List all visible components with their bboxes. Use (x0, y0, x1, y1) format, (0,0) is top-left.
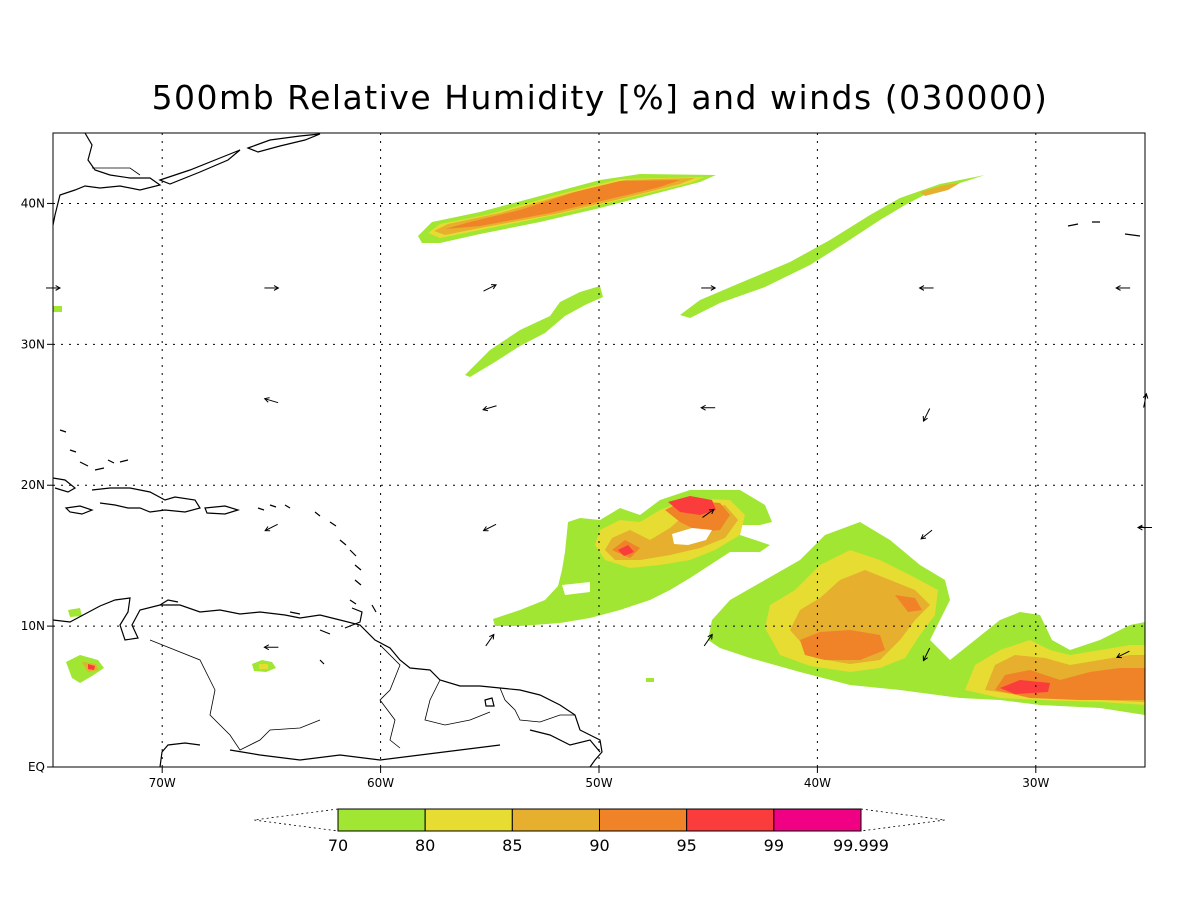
colorbar-level-label: 80 (415, 836, 435, 855)
humidity-region-east-85 (790, 570, 1145, 702)
coastline-brazil-north (229, 729, 601, 761)
wind-arrow (1115, 650, 1130, 659)
wind-arrow (1142, 392, 1149, 408)
wind-arrow (1136, 524, 1152, 531)
colorbar-swatch (511, 808, 600, 832)
coastline-newfoundland (246, 133, 321, 153)
wind-arrow (482, 405, 497, 412)
wind-arrow (263, 644, 279, 651)
colorbar: 70 80 85 90 95 99 99.999 (253, 808, 946, 855)
colorbar-right-extension (860, 808, 946, 832)
humidity-region-ne-band-80 (920, 183, 960, 196)
humidity-region-west-spot (66, 655, 104, 683)
coastline-nova-scotia (158, 149, 241, 185)
colorbar-level-label: 90 (589, 836, 609, 855)
colorbar-level-label: 95 (676, 836, 696, 855)
humidity-region-east-90 (800, 595, 1145, 700)
coastline-puerto-rico (204, 505, 241, 515)
grid-lines (53, 133, 1145, 767)
coastline-cape-verde (1067, 221, 1141, 237)
humidity-region-central-gap (562, 528, 712, 595)
border-suriname-guiana (499, 687, 575, 723)
x-axis-tick-labels: 70W 60W 50W 40W 30W (149, 767, 1049, 790)
colorbar-swatch (424, 808, 513, 832)
coastline-caribbean-islands-small (159, 599, 363, 635)
wind-arrow (485, 633, 495, 647)
humidity-region-32n (465, 286, 603, 377)
coastline-jamaica (64, 505, 94, 515)
colorbar-level-label: 70 (328, 836, 348, 855)
humidity-fill-layer (53, 174, 1145, 715)
wind-arrow (701, 285, 717, 291)
wind-arrow (920, 529, 933, 540)
border-venezuela-guyana (379, 644, 401, 749)
humidity-region-central-95 (618, 496, 716, 556)
y-tick-label: 30N (21, 337, 45, 351)
humidity-region-east-95 (1000, 680, 1050, 694)
x-tick-label: 40W (804, 776, 831, 790)
colorbar-level-label: 99 (764, 836, 784, 855)
humidity-region-venezuela-spot-80 (259, 664, 268, 669)
border-guyana-suriname (424, 679, 491, 726)
colorbar-level-label: 99.999 (833, 836, 889, 855)
x-tick-label: 50W (585, 776, 612, 790)
coastline-trinidad (319, 659, 495, 707)
humidity-region-west-spot-95 (88, 664, 95, 670)
colorbar-left-extension (253, 808, 339, 832)
wind-arrow (483, 284, 497, 292)
coastline-north-america (52, 132, 162, 226)
wind-vectors (46, 284, 1152, 662)
wind-arrow (703, 633, 713, 647)
colorbar-swatch (686, 808, 775, 832)
wind-arrow (702, 508, 715, 518)
coastline-bahamas (59, 429, 129, 471)
wind-arrow (46, 285, 62, 291)
wind-arrow (264, 523, 278, 532)
humidity-region-north-band-90 (445, 180, 680, 229)
y-tick-label: 20N (21, 478, 45, 492)
x-tick-label: 30W (1022, 776, 1049, 790)
colorbar-swatch (773, 808, 862, 832)
wind-arrow (700, 404, 716, 411)
y-tick-label: 10N (21, 619, 45, 633)
y-tick-label: 40N (21, 196, 45, 210)
wind-arrow (482, 523, 497, 532)
coastline-layer (52, 132, 1146, 768)
wind-arrow (922, 647, 931, 662)
border-us-canada (92, 167, 141, 176)
colorbar-level-label: 85 (502, 836, 522, 855)
coastline-south-america (52, 597, 603, 768)
coastline-cuba (52, 477, 77, 493)
humidity-region-ne-band (680, 175, 985, 318)
x-tick-label: 60W (367, 776, 394, 790)
coastline-lesser-antilles (257, 504, 377, 613)
wind-arrow (264, 285, 280, 291)
coastline-ecuador-peru (159, 742, 201, 768)
colorbar-swatch (337, 808, 426, 832)
border-venezuela-colombia (149, 639, 321, 751)
humidity-region-small-nw (53, 306, 654, 682)
y-tick-label: EQ (28, 760, 45, 774)
colorbar-swatch (599, 808, 688, 832)
wind-arrow (263, 397, 279, 404)
coastline-hispaniola (91, 487, 201, 513)
chart-title: 500mb Relative Humidity [%] and winds (0… (151, 78, 1049, 117)
wind-arrow (922, 408, 931, 422)
y-axis-tick-labels: EQ 10N 20N 30N 40N (21, 196, 53, 774)
wind-arrow (1115, 285, 1131, 291)
wind-arrow (918, 285, 934, 291)
x-tick-label: 70W (149, 776, 176, 790)
